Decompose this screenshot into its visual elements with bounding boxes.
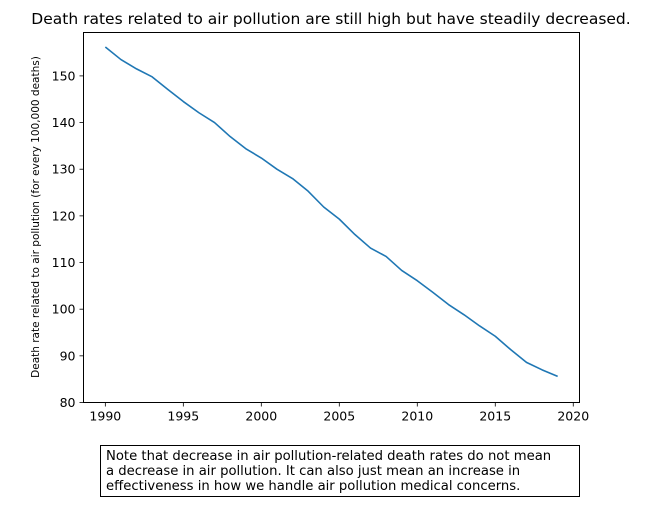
y-axis: 80 90 100 110 120 130 140 150 bbox=[52, 68, 84, 410]
series-group bbox=[104, 46, 558, 378]
y-tick-label: 110 bbox=[52, 255, 76, 270]
y-tick-label: 120 bbox=[52, 208, 76, 223]
x-tick-label: 2015 bbox=[479, 409, 511, 424]
chart-title: Death rates related to air pollution are… bbox=[31, 10, 630, 28]
x-tick-label: 1995 bbox=[167, 409, 199, 424]
y-tick-label: 90 bbox=[60, 348, 76, 363]
x-axis: 1990 1995 2000 2005 2010 2015 2020 bbox=[89, 402, 589, 424]
y-tick-label: 80 bbox=[60, 395, 76, 410]
x-tick-label: 1990 bbox=[89, 409, 121, 424]
x-tick-label: 2005 bbox=[323, 409, 355, 424]
y-tick-label: 140 bbox=[52, 115, 76, 130]
y-axis-label: Death rate related to air pollution (for… bbox=[30, 56, 42, 378]
y-tick-label: 130 bbox=[52, 162, 76, 177]
x-tick-label: 2020 bbox=[557, 409, 589, 424]
series-line bbox=[104, 46, 558, 378]
x-tick-label: 2000 bbox=[245, 409, 277, 424]
y-tick-label: 100 bbox=[52, 302, 76, 317]
plot-area bbox=[83, 32, 580, 403]
y-tick-label: 150 bbox=[52, 68, 76, 83]
x-tick-label: 2010 bbox=[401, 409, 433, 424]
note-box: Note that decrease in air pollution-rela… bbox=[100, 445, 580, 497]
line-chart: Death rates related to air pollution are… bbox=[30, 10, 631, 424]
